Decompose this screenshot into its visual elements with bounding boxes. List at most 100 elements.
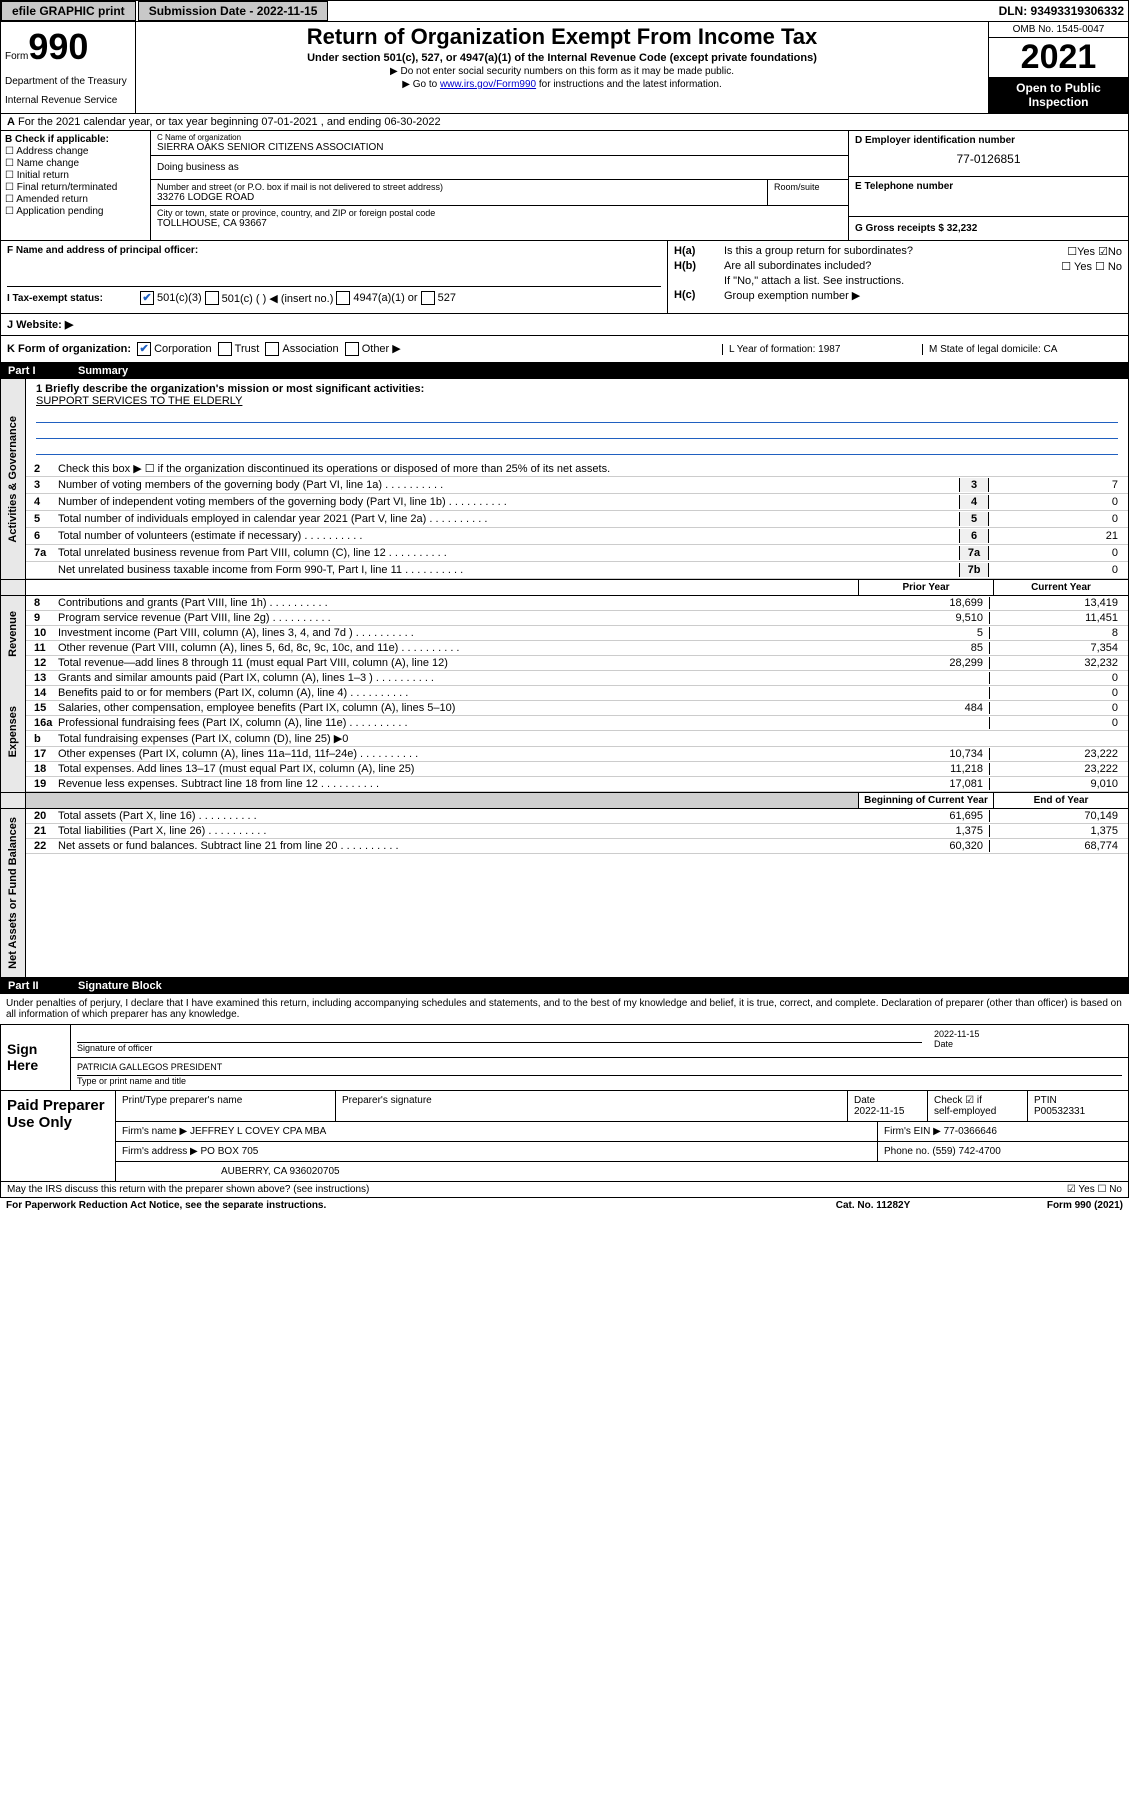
col-prior: Prior Year [858, 580, 993, 595]
line-22-prior: 60,320 [854, 840, 989, 852]
omb-number: OMB No. 1545-0047 [989, 22, 1128, 38]
signature-declaration: Under penalties of perjury, I declare th… [0, 994, 1129, 1025]
firm-phone-label: Phone no. [884, 1146, 930, 1157]
line-7b-val: 0 [989, 564, 1124, 576]
check-corp[interactable]: ✔ [137, 342, 151, 356]
firm-name-label: Firm's name ▶ [122, 1126, 187, 1137]
line-18-prior: 11,218 [854, 763, 989, 775]
footer: For Paperwork Reduction Act Notice, see … [0, 1198, 1129, 1213]
officer-label: F Name and address of principal officer: [7, 245, 661, 256]
check-assoc[interactable] [265, 342, 279, 356]
top-toolbar: efile GRAPHIC print Submission Date - 20… [0, 0, 1129, 22]
line-4-val: 0 [989, 496, 1124, 508]
irs-label: Internal Revenue Service [5, 95, 131, 106]
check-4947[interactable] [336, 291, 350, 305]
label-assoc: Association [282, 343, 338, 355]
phone-value [855, 192, 1122, 212]
line-19-prior: 17,081 [854, 778, 989, 790]
street-label: Number and street (or P.O. box if mail i… [157, 182, 761, 192]
sig-date-value: 2022-11-15 [934, 1029, 1122, 1039]
part2-header: Part IISignature Block [0, 978, 1129, 994]
street-value: 33276 LODGE ROAD [157, 192, 761, 203]
hb-answer[interactable]: ☐ Yes ☐ No [1022, 260, 1122, 273]
block-j: J Website: ▶ [0, 314, 1129, 336]
discuss-text: May the IRS discuss this return with the… [7, 1184, 1067, 1195]
hb-label: H(b) [674, 260, 724, 273]
check-app-pending[interactable]: ☐ Application pending [5, 206, 146, 217]
check-final[interactable]: ☐ Final return/terminated [5, 182, 146, 193]
note-link: ▶ Go to www.irs.gov/Form990 for instruct… [140, 79, 984, 90]
line-22-curr: 68,774 [989, 840, 1124, 852]
line-7b-desc: Net unrelated business taxable income fr… [58, 564, 959, 576]
phone-label: E Telephone number [855, 181, 1122, 192]
ptin-label: PTIN [1034, 1095, 1122, 1106]
check-amended[interactable]: ☐ Amended return [5, 194, 146, 205]
discuss-row: May the IRS discuss this return with the… [0, 1182, 1129, 1198]
check-trust[interactable] [218, 342, 232, 356]
tax-year-text: For the 2021 calendar year, or tax year … [18, 116, 441, 128]
tax-exempt-label: I Tax-exempt status: [7, 293, 137, 304]
gross-receipts: G Gross receipts $ 32,232 [849, 217, 1128, 240]
line-7a-desc: Total unrelated business revenue from Pa… [58, 547, 959, 559]
block-k: K Form of organization: ✔Corporation Tru… [0, 336, 1129, 363]
line-3-desc: Number of voting members of the governin… [58, 479, 959, 491]
note-pre: ▶ Go to [402, 79, 440, 90]
check-self-employed[interactable]: Check ☑ if [934, 1095, 1021, 1106]
line-11-curr: 7,354 [989, 642, 1124, 654]
check-527[interactable] [421, 291, 435, 305]
prep-date-value: 2022-11-15 [854, 1106, 921, 1117]
irs-link[interactable]: www.irs.gov/Form990 [440, 79, 536, 90]
check-501c[interactable] [205, 291, 219, 305]
label-netassets: Net Assets or Fund Balances [7, 809, 19, 977]
tax-year: 2021 [989, 38, 1128, 77]
check-address[interactable]: ☐ Address change [5, 146, 146, 157]
ha-answer[interactable]: ☐Yes ☑No [1022, 245, 1122, 258]
line-9-prior: 9,510 [854, 612, 989, 624]
room-label: Room/suite [768, 180, 848, 206]
line-21-prior: 1,375 [854, 825, 989, 837]
line-2: Check this box ▶ ☐ if the organization d… [58, 462, 1124, 475]
prep-name-label: Print/Type preparer's name [116, 1091, 336, 1121]
tax-year-range: A For the 2021 calendar year, or tax yea… [0, 114, 1129, 131]
note-post: for instructions and the latest informat… [536, 79, 722, 90]
check-other[interactable] [345, 342, 359, 356]
label-501c3: 501(c)(3) [157, 292, 202, 304]
hc-text: Group exemption number ▶ [724, 289, 1122, 302]
ha-label: H(a) [674, 245, 724, 258]
city-value: TOLLHOUSE, CA 93667 [157, 218, 842, 229]
submission-date-button[interactable]: Submission Date - 2022-11-15 [138, 1, 329, 21]
line-6-desc: Total number of volunteers (estimate if … [58, 530, 959, 542]
line-14-desc: Benefits paid to or for members (Part IX… [58, 687, 854, 699]
paperwork-notice: For Paperwork Reduction Act Notice, see … [6, 1200, 773, 1211]
efile-print-button[interactable]: efile GRAPHIC print [1, 1, 136, 21]
part1-header: Part ISummary [0, 363, 1129, 379]
form-label: Form [5, 51, 28, 62]
label-revenue: Revenue [7, 603, 19, 665]
firm-ein-value: 77-0366646 [944, 1126, 997, 1137]
line-7a-val: 0 [989, 547, 1124, 559]
check-501c3[interactable]: ✔ [140, 291, 154, 305]
line-17-desc: Other expenses (Part IX, column (A), lin… [58, 748, 854, 760]
line-12-desc: Total revenue—add lines 8 through 11 (mu… [58, 657, 854, 669]
line-8-curr: 13,419 [989, 597, 1124, 609]
line-12-prior: 28,299 [854, 657, 989, 669]
sign-here-label: Sign Here [1, 1025, 71, 1090]
dln-label: DLN: 93493319306332 [999, 4, 1128, 18]
line-17-prior: 10,734 [854, 748, 989, 760]
ein-label: D Employer identification number [855, 135, 1122, 146]
line-9-desc: Program service revenue (Part VIII, line… [58, 612, 854, 624]
line-18-curr: 23,222 [989, 763, 1124, 775]
firm-addr2: AUBERRY, CA 936020705 [116, 1162, 1128, 1181]
line-20-curr: 70,149 [989, 810, 1124, 822]
line-11-desc: Other revenue (Part VIII, column (A), li… [58, 642, 854, 654]
firm-addr1: PO BOX 705 [201, 1146, 259, 1157]
line-13-desc: Grants and similar amounts paid (Part IX… [58, 672, 854, 684]
label-other: Other ▶ [362, 343, 401, 355]
hb-text: Are all subordinates included? [724, 260, 1022, 273]
ptin-value: P00532331 [1034, 1106, 1122, 1117]
discuss-answer[interactable]: ☑ Yes ☐ No [1067, 1184, 1122, 1195]
firm-name-value: JEFFREY L COVEY CPA MBA [190, 1126, 326, 1137]
check-initial[interactable]: ☐ Initial return [5, 170, 146, 181]
line-20-desc: Total assets (Part X, line 16) [58, 810, 854, 822]
check-name[interactable]: ☐ Name change [5, 158, 146, 169]
